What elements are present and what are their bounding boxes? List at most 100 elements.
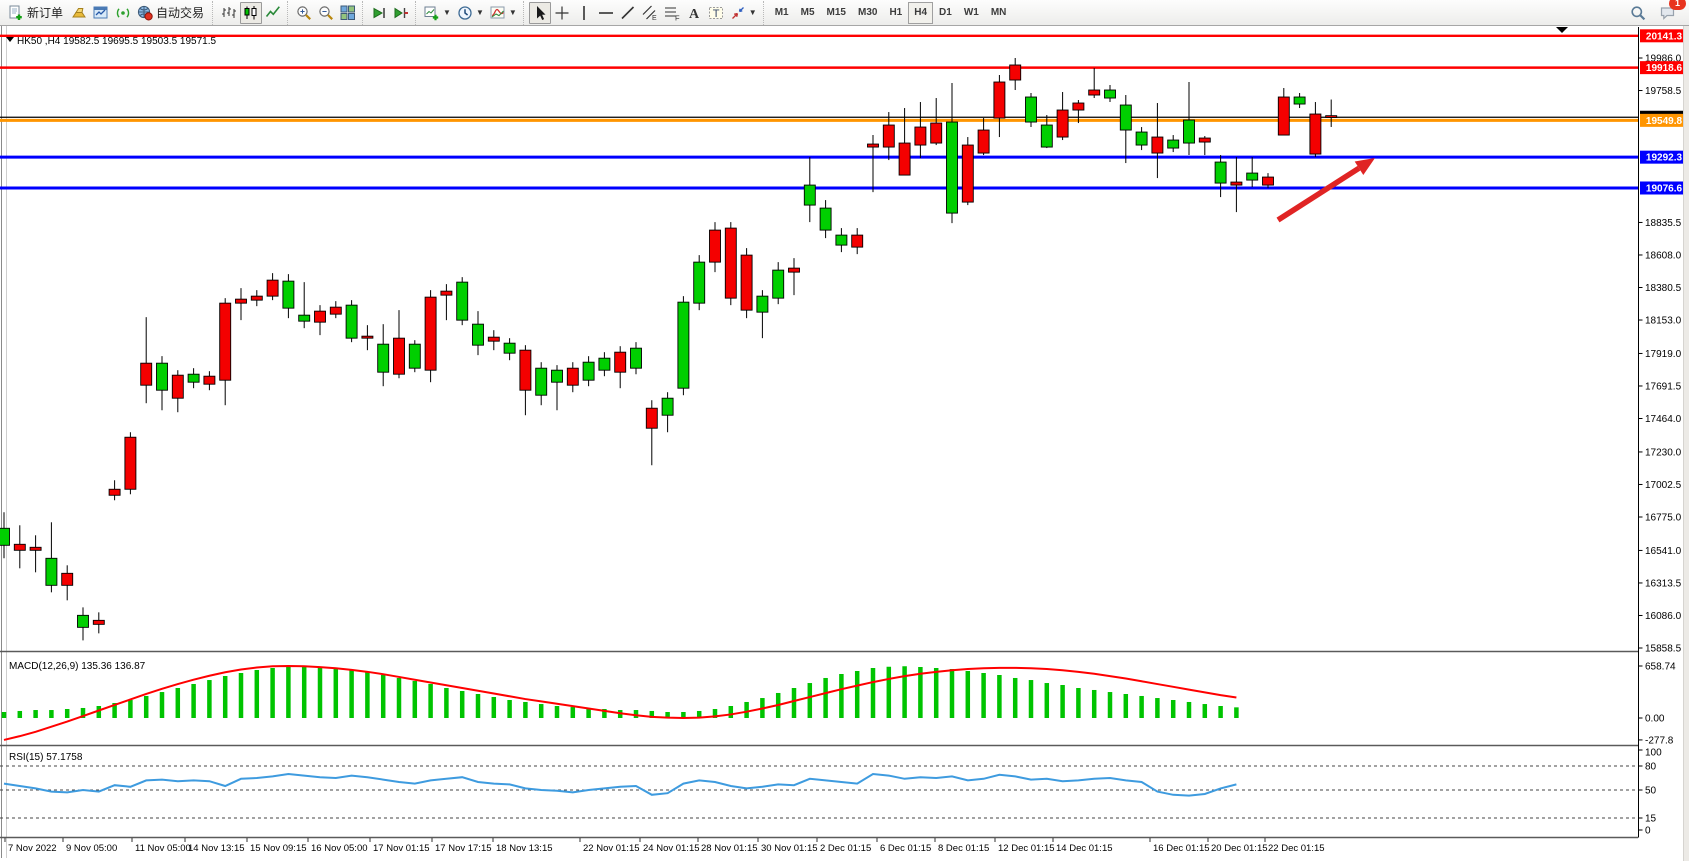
candle <box>977 129 990 154</box>
candlestick-icon <box>244 5 257 19</box>
timeframe-mn-button[interactable]: MN <box>990 7 1007 18</box>
candle <box>566 367 579 386</box>
timeframe-m1-button[interactable]: M1 <box>774 7 789 18</box>
timeframe-m30-button[interactable]: M30 <box>857 7 878 18</box>
toolbar-group-5: E F A T ▼ <box>522 0 763 25</box>
equidistant-channel-button[interactable]: E <box>639 2 661 24</box>
candle <box>1198 137 1211 143</box>
candle <box>1167 139 1180 149</box>
candle <box>377 343 390 373</box>
horizontal-level-lines[interactable] <box>0 34 1638 190</box>
svg-text:6 Dec 01:15: 6 Dec 01:15 <box>880 843 931 854</box>
bar-chart-button[interactable] <box>218 2 240 24</box>
trendline-button[interactable] <box>617 2 639 24</box>
candle <box>92 619 105 625</box>
candle <box>1104 89 1116 99</box>
candle <box>77 614 89 628</box>
tile-windows-button[interactable] <box>337 2 359 24</box>
price-axis[interactable]: 19986.0 19758.5 18835.5 18608.0 18380.5 18153… <box>1638 54 1682 655</box>
zoom-in-button[interactable] <box>293 2 315 24</box>
text-label-button[interactable]: T <box>705 2 727 24</box>
text-label-icon: T <box>708 6 723 20</box>
crosshair-button[interactable] <box>551 2 573 24</box>
rsi-line <box>3 772 1237 797</box>
text-button[interactable]: A <box>683 2 705 24</box>
candle <box>1025 96 1037 123</box>
svg-text:16313.5: 16313.5 <box>1645 578 1682 589</box>
search-button[interactable] <box>1627 2 1649 24</box>
symbol-dropdown-icon[interactable] <box>6 37 14 42</box>
candle <box>503 342 516 354</box>
svg-text:19758.5: 19758.5 <box>1645 86 1682 97</box>
svg-text:F: F <box>675 13 680 21</box>
line-chart-icon <box>265 5 280 17</box>
periods-clock-icon <box>458 5 472 20</box>
chat-button[interactable]: 1 <box>1657 0 1686 24</box>
chart-shift-marker-icon <box>1556 27 1568 33</box>
candle <box>266 279 279 297</box>
gold-button[interactable] <box>68 2 90 24</box>
candle <box>930 122 943 144</box>
tile-windows-icon <box>340 5 356 20</box>
fibonacci-icon: F <box>664 7 680 21</box>
svg-text:19549.8: 19549.8 <box>1646 116 1683 127</box>
candle <box>250 295 263 301</box>
arrows-button[interactable]: ▼ <box>727 2 760 24</box>
timeframe-m15-button[interactable]: M15 <box>826 7 846 18</box>
vertical-line-button[interactable] <box>573 2 595 24</box>
rsi-panel: 100 80 50 150 <box>0 748 1662 837</box>
periods-clock-button[interactable]: ▼ <box>454 2 487 24</box>
candle <box>1056 109 1069 138</box>
candle <box>1040 124 1053 148</box>
timeframe-w1-button[interactable]: W1 <box>963 7 979 18</box>
svg-text:17 Nov 17:15: 17 Nov 17:15 <box>435 843 492 854</box>
svg-text:E: E <box>652 15 657 21</box>
timeframe-d1-button[interactable]: D1 <box>939 7 952 18</box>
svg-text:28 Nov 01:15: 28 Nov 01:15 <box>701 843 758 854</box>
svg-text:7 Nov 2022: 7 Nov 2022 <box>8 843 57 854</box>
timeframe-m5-button[interactable]: M5 <box>800 7 815 18</box>
horizontal-line-button[interactable] <box>595 2 617 24</box>
toolbar-group-2 <box>287 0 362 25</box>
signal-button[interactable] <box>112 2 134 24</box>
autotrade-button[interactable]: 自动交易 <box>134 2 209 24</box>
svg-text:20 Dec 01:15: 20 Dec 01:15 <box>1211 843 1268 854</box>
timeframe-h4-button[interactable]: H4 <box>908 1 934 24</box>
auto-scroll-icon <box>373 7 385 18</box>
svg-text:22 Nov 01:15: 22 Nov 01:15 <box>583 843 640 854</box>
candle <box>1277 96 1290 136</box>
candle <box>187 373 200 383</box>
line-chart-button[interactable] <box>262 2 284 24</box>
new-chart-button[interactable]: ▼ <box>421 2 454 24</box>
timeframe-h1-button[interactable]: H1 <box>889 7 903 18</box>
candle <box>961 144 974 203</box>
zoom-out-button[interactable] <box>315 2 337 24</box>
price-badge <box>1640 29 1688 43</box>
chevron-down-icon[interactable]: ▼ <box>748 7 757 17</box>
text-icon: A <box>689 7 700 21</box>
auto-scroll-button[interactable] <box>368 2 390 24</box>
new-order-button[interactable]: 新订单 <box>5 2 68 24</box>
candlestick-button[interactable] <box>240 1 263 24</box>
candle <box>914 126 927 146</box>
fibonacci-button[interactable]: F <box>661 2 683 24</box>
svg-text:0: 0 <box>1645 826 1651 837</box>
candle <box>140 362 153 386</box>
chevron-down-icon[interactable]: ▼ <box>443 7 451 17</box>
candle <box>851 234 864 248</box>
cursor-button[interactable] <box>528 1 551 24</box>
candle <box>156 362 168 391</box>
indicators-button[interactable]: ▼ <box>487 2 520 24</box>
chart-shift-button[interactable] <box>390 2 412 24</box>
chevron-down-icon[interactable]: ▼ <box>508 7 517 17</box>
annotation-arrow[interactable] <box>1276 158 1375 223</box>
chevron-down-icon[interactable]: ▼ <box>475 7 484 17</box>
notification-badge[interactable]: 1 <box>1669 0 1686 10</box>
candle <box>724 227 737 299</box>
chart-window-button[interactable] <box>90 2 112 24</box>
search-icon <box>1631 5 1646 20</box>
zoom-in-icon <box>297 5 312 20</box>
candle <box>614 351 627 373</box>
